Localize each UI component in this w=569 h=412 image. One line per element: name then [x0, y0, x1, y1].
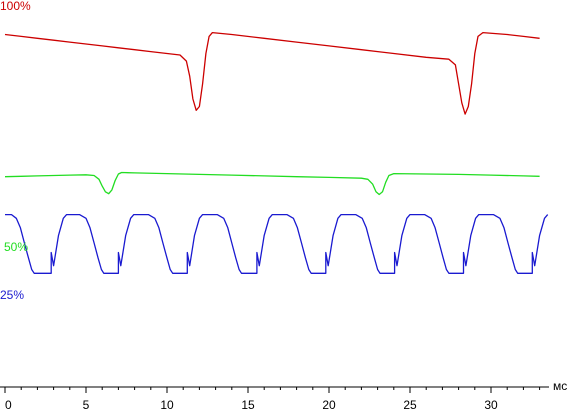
x-ticks: 0 5 10 15 20 25 30 [4, 387, 541, 412]
series-labels: 100% 50% 25% [0, 0, 31, 302]
x-tick-label: 10 [160, 398, 174, 412]
series-label-1: 50% [4, 240, 28, 254]
x-tick-label: 25 [403, 398, 417, 412]
x-tick-label: 15 [241, 398, 255, 412]
x-tick-label: 30 [484, 398, 498, 412]
series-line-2 [5, 213, 549, 274]
series-line-1 [4, 171, 540, 196]
x-tick-label: 0 [5, 398, 12, 412]
x-tick-label: 20 [322, 398, 336, 412]
x-axis-unit-label: мс [553, 379, 567, 393]
series-label-2: 25% [0, 288, 24, 302]
x-tick-label: 5 [83, 398, 90, 412]
series-layer [4, 31, 549, 274]
series-line-0 [4, 31, 540, 115]
series-label-0: 100% [0, 0, 31, 13]
